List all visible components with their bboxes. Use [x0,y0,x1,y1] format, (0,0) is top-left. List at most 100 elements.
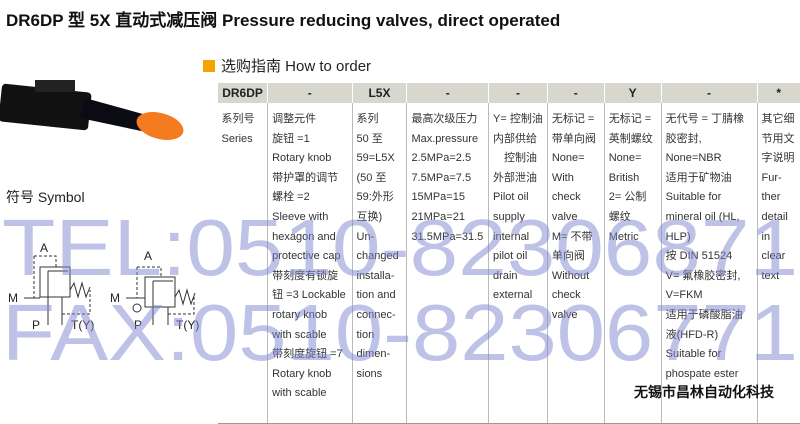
cell-line: Without [552,267,601,287]
symbol-without-check-valve [24,256,90,325]
cell-line: valve [552,208,601,228]
cell-line: 单向阀 [552,247,601,267]
cell-line: Suitable for [666,345,754,365]
cell-line: with scable [272,326,348,346]
port-a-label: A [40,241,48,255]
cell-line: in [762,228,798,248]
cell-line: Un- [357,228,404,248]
cell-line: text [762,267,798,287]
port-p-label: P [32,318,40,332]
cell-line: Rotary knob [272,149,348,169]
how-to-order-text: 选购指南 How to order [221,55,371,76]
cell-line: 59:外形 [357,188,404,208]
cell-line: sions [357,365,404,385]
cell-line: 无标记 = [609,110,658,130]
cell-line: With [552,169,601,189]
cell-line: 适用于磷酸脂油 [666,306,754,326]
cell-line: 液(HFD-R) [666,326,754,346]
cell-line: British [609,169,658,189]
cell-line: (50 至 [357,169,404,189]
port-t-label: T(Y) [71,318,94,332]
cell-line: 控制油 [493,149,544,169]
cell-line: connec- [357,306,404,326]
symbol-with-check-valve [126,267,195,325]
cell-line: V=FKM [666,286,754,306]
cell-line: 钮 =3 Lockable [272,286,348,306]
cell-line: detail [762,208,798,228]
cell-line: 7.5MPa=7.5 [411,169,485,189]
page-title: DR6DP 型 5X 直动式减压阀 Pressure reducing valv… [6,6,560,31]
cell-line: 螺栓 =2 [272,188,348,208]
cell-line: 最高次级压力 [411,110,485,130]
cell-line: ther [762,188,798,208]
cell-line: 2.5MPa=2.5 [411,149,485,169]
symbol-label: 符号 Symbol [6,187,85,207]
cell-line: 系列 [357,110,404,130]
cell-line: 胶密封, [666,130,754,150]
cell-line: 31.5MPa=31.5 [411,228,485,248]
cell-line: None= [552,149,601,169]
cell-line: 节用文 [762,130,798,150]
cell-line: dimen- [357,345,404,365]
cell-line: Y= 控制油 [493,110,544,130]
cell-line: 其它细 [762,110,798,130]
column-header: - [489,83,548,103]
cell-line: protective cap [272,247,348,267]
cell-line: supply [493,208,544,228]
table-header-row: DR6DP-L5X---Y-* [218,83,800,103]
cell-line: M= 不带 [552,228,601,248]
cell-line: tion [357,326,404,346]
port-m-label: M [8,291,18,305]
column-header: DR6DP [218,83,268,103]
cell-line: tion and [357,286,404,306]
cell-line: 带护罩的调节 [272,169,348,189]
cell-line: drain [493,267,544,287]
cell-line: 带刻度有锁旋 [272,267,348,287]
column-header: - [268,83,352,103]
cell-line: Pilot oil [493,188,544,208]
cell-line: 螺纹 [609,208,658,228]
cell-line: 内部供给 [493,130,544,150]
cell-line: 带刻度旋钮 =7 [272,345,348,365]
cell-line: 按 DIN 51524 [666,247,754,267]
cell-line: 15MPa=15 [411,188,485,208]
cell-line: check [552,286,601,306]
cell-line: 50 至 [357,130,404,150]
cell-line: 适用于矿物油 [666,169,754,189]
cell-line: check [552,188,601,208]
cell-line: 调整元件 [272,110,348,130]
company-name: 无锡市昌林自动化科技 [634,382,774,402]
column-header: - [407,83,489,103]
column-header: L5X [352,83,407,103]
cell-line: with scable [272,384,348,404]
cell-line: mineral oil (HL, [666,208,754,228]
column-header: * [757,83,800,103]
valve-product-image [0,80,200,150]
cell-line: Metric [609,228,658,248]
cell-line: 字说明 [762,149,798,169]
column-header: Y [604,83,661,103]
cell-line: Sleeve with [272,208,348,228]
cell-line: 2= 公制 [609,188,658,208]
cell-line: 无代号 = 丁腈橡 [666,110,754,130]
cell-line: changed [357,247,404,267]
cell-line: installa- [357,267,404,287]
column-header: - [661,83,757,103]
cell-line: 无标记 = [552,110,601,130]
port-m-label: M [110,291,120,305]
cell-line: clear [762,247,798,267]
cell-line: 互换) [357,208,404,228]
cell-line: 59=L5X [357,149,404,169]
cell-line: valve [552,306,601,326]
cell-line: Fur- [762,169,798,189]
cell-line: 旋钮 =1 [272,130,348,150]
